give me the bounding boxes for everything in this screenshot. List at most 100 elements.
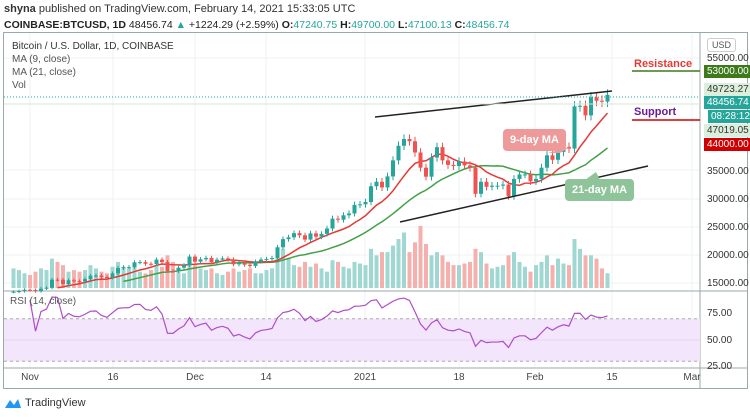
volume-bar <box>352 261 357 288</box>
time-tick: Dec <box>186 372 204 383</box>
volume-bar <box>473 248 478 288</box>
time-tick: Feb <box>526 372 544 383</box>
volume-bar <box>94 268 98 288</box>
candle-body <box>468 165 472 168</box>
candle-body <box>391 160 395 177</box>
candle-body <box>259 259 263 262</box>
legend-vol: Vol <box>12 80 26 91</box>
candle-body <box>22 289 27 292</box>
volume-bar <box>253 273 258 288</box>
tradingview-logo-icon <box>5 399 21 408</box>
candle-body <box>435 147 439 158</box>
price-tick: 25000.00 <box>707 222 749 233</box>
candle-body <box>402 139 406 146</box>
candle-body <box>77 281 82 283</box>
candle-body <box>264 258 269 260</box>
volume-bar <box>341 266 346 288</box>
candle-body <box>583 105 588 116</box>
candle-body <box>171 270 175 272</box>
candle-body <box>11 291 16 293</box>
volume-bar <box>446 261 450 288</box>
rsi-tick: 50.00 <box>707 335 733 346</box>
volume-bar <box>138 271 142 288</box>
volume-bar <box>259 273 263 288</box>
candle-body <box>165 262 170 271</box>
volume-bar <box>292 265 296 288</box>
currency-button[interactable]: USD <box>707 38 737 52</box>
ma21-callout-pointer <box>585 172 600 180</box>
volume-bar <box>226 271 230 288</box>
volume-bar <box>182 273 186 288</box>
candle-body <box>407 139 412 142</box>
legend-title: Bitcoin / U.S. Dollar, 1D, COINBASE <box>12 41 174 52</box>
candle-body <box>215 259 219 263</box>
price-tick: 30000.00 <box>707 194 749 205</box>
price-tick: 55000.00 <box>707 53 749 64</box>
candle-body <box>462 161 467 166</box>
close-value: 48456.74 <box>465 19 510 31</box>
candle-body <box>44 287 49 289</box>
volume-bar <box>495 266 500 288</box>
candle-body <box>17 291 21 293</box>
volume-bar <box>462 263 467 288</box>
candle-body <box>248 264 252 266</box>
volume-bar <box>264 270 269 288</box>
candle-body <box>429 157 434 177</box>
chart-frame[interactable] <box>3 32 748 389</box>
candle-body <box>88 275 93 280</box>
lower-channel-line <box>399 165 649 223</box>
support-price-label: 44000.00 <box>704 138 750 151</box>
volume-bar <box>319 268 324 288</box>
candle-body <box>446 160 450 165</box>
volume-bar <box>490 268 494 288</box>
candle-body <box>600 100 604 102</box>
volume-bar <box>33 271 38 288</box>
price-tick: 20000.00 <box>707 250 749 261</box>
volume-bar <box>17 270 21 288</box>
candle-body <box>567 146 571 149</box>
tradingview-logo[interactable]: TradingView <box>4 397 86 409</box>
volume-bar <box>369 248 373 288</box>
low-price-label: 47019.05 <box>704 124 750 137</box>
candle-body <box>341 215 346 220</box>
candle-body <box>363 202 368 205</box>
volume-bar <box>28 274 32 288</box>
volume-bar <box>176 271 181 288</box>
candle-body <box>143 262 148 264</box>
candle-body <box>506 184 511 197</box>
volume-bar <box>237 271 241 288</box>
price-tick: 35000.00 <box>707 166 749 177</box>
volume-bar <box>534 265 538 288</box>
volume-bar <box>209 268 214 288</box>
publish-date: published on TradingView.com, February 1… <box>38 3 356 15</box>
candle-body <box>138 262 142 264</box>
candle-body <box>99 275 104 277</box>
candle-body <box>550 155 555 160</box>
volume-bar <box>127 268 131 288</box>
volume-bar <box>363 265 368 288</box>
volume-bar <box>424 243 428 288</box>
rsi-tick: 75.00 <box>707 308 733 319</box>
candle-body <box>523 174 527 176</box>
volume-bar <box>605 273 610 288</box>
candle-body <box>501 184 505 186</box>
candle-body <box>55 279 60 281</box>
volume-bar <box>303 261 307 288</box>
volume-bar <box>193 265 197 288</box>
candle-body <box>385 176 390 188</box>
candle-body <box>319 233 324 237</box>
volume-bar <box>242 270 247 288</box>
candle-body <box>204 257 208 260</box>
volume-bar <box>270 268 274 288</box>
volume-bar <box>539 261 544 288</box>
volume-bar <box>479 252 483 288</box>
volume-bar <box>231 268 236 288</box>
volume-bar <box>11 268 16 288</box>
candle-body <box>275 247 280 259</box>
candle-body <box>418 152 423 168</box>
last-price: 48456.74 <box>128 19 173 31</box>
volume-bar <box>523 266 527 288</box>
candle-body <box>484 181 489 187</box>
volume-bar <box>567 265 571 288</box>
